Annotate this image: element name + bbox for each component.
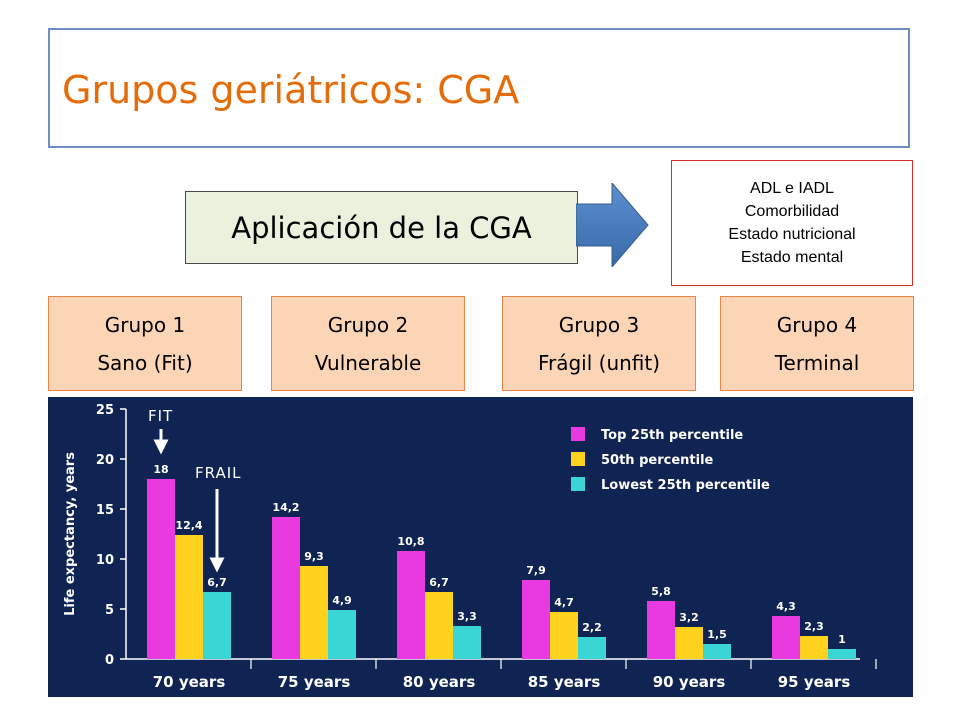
y-axis-title: Life expectancy, years — [63, 452, 78, 616]
x-category-label: 90 years — [653, 673, 726, 691]
legend-swatch — [571, 427, 585, 441]
bar — [175, 535, 203, 659]
bar-value-label: 14,2 — [272, 501, 299, 514]
bar — [828, 649, 856, 659]
bar-value-label: 4,9 — [332, 594, 352, 607]
bar-value-label: 6,7 — [207, 576, 227, 589]
assessment-items-box: ADL e IADL Comorbilidad Estado nutricion… — [671, 160, 913, 286]
bar — [772, 616, 800, 659]
bar — [425, 592, 453, 659]
group-2-box: Grupo 2 Vulnerable — [271, 296, 465, 391]
bar-value-label: 18 — [153, 463, 168, 476]
bar-value-label: 3,3 — [457, 610, 477, 623]
bar — [703, 644, 731, 659]
bar — [300, 566, 328, 659]
bar — [800, 636, 828, 659]
group-name: Grupo 4 — [776, 312, 858, 337]
bar-value-label: 10,8 — [397, 535, 424, 548]
group-3-box: Grupo 3 Frágil (unfit) — [502, 296, 696, 391]
group-desc: Frágil (unfit) — [537, 350, 661, 375]
group-desc: Terminal — [774, 350, 860, 375]
group-desc: Sano (Fit) — [97, 350, 193, 375]
bar — [550, 612, 578, 659]
y-tick-label: 5 — [105, 603, 114, 618]
bar-value-label: 2,3 — [804, 620, 824, 633]
bar-value-label: 9,3 — [304, 550, 324, 563]
bar — [522, 580, 550, 659]
bar-value-label: 3,2 — [679, 611, 699, 624]
group-name: Grupo 1 — [104, 312, 186, 337]
slide-title: Grupos geriátricos: CGA — [62, 68, 520, 112]
group-name: Grupo 3 — [558, 312, 640, 337]
bar-value-label: 12,4 — [175, 519, 202, 532]
bar-value-label: 1,5 — [707, 628, 727, 641]
x-category-label: 70 years — [153, 673, 226, 691]
bar-value-label: 4,7 — [554, 596, 574, 609]
legend-swatch — [571, 452, 585, 466]
bar — [397, 551, 425, 659]
assessment-item: Estado nutricional — [728, 226, 856, 243]
group-4-box: Grupo 4 Terminal — [720, 296, 914, 391]
bar — [453, 626, 481, 659]
annotation-frail: FRAIL — [195, 464, 241, 482]
assessment-item: Estado mental — [740, 249, 844, 266]
life-expectancy-chart-panel: 0 5 10 15 20 25 Life expectancy, years 18 12,4 6,… — [48, 397, 913, 697]
bar-value-label: 4,3 — [776, 600, 796, 613]
y-tick-label: 25 — [96, 403, 114, 418]
y-tick-label: 15 — [96, 503, 114, 518]
group-desc: Vulnerable — [314, 350, 422, 375]
bar — [147, 479, 175, 659]
y-tick-label: 0 — [105, 653, 114, 668]
x-category-label: 75 years — [278, 673, 351, 691]
bar — [328, 610, 356, 659]
title-frame: Grupos geriátricos: CGA — [48, 28, 910, 148]
legend-label: 50th percentile — [601, 453, 714, 468]
group-name: Grupo 2 — [327, 312, 409, 337]
bar-value-label: 2,2 — [582, 621, 602, 634]
y-tick-label: 10 — [96, 553, 114, 568]
legend-swatch — [571, 477, 585, 491]
bar-value-label: 6,7 — [429, 576, 449, 589]
bar — [675, 627, 703, 659]
cga-label: Aplicación de la CGA — [231, 210, 532, 245]
legend-label: Top 25th percentile — [601, 428, 743, 443]
bar-value-label: 5,8 — [651, 585, 671, 598]
bar — [647, 601, 675, 659]
legend-label: Lowest 25th percentile — [601, 478, 770, 493]
bar-value-label: 1 — [838, 633, 846, 646]
cga-application-box: Aplicación de la CGA — [185, 191, 578, 264]
bar-value-label: 7,9 — [526, 564, 546, 577]
group-1-box: Grupo 1 Sano (Fit) — [48, 296, 242, 391]
bar — [203, 592, 231, 659]
x-category-label: 95 years — [778, 673, 851, 691]
right-arrow-icon — [576, 183, 649, 267]
assessment-item: ADL e IADL — [750, 180, 834, 197]
assessment-item: Comorbilidad — [744, 203, 840, 220]
x-category-label: 80 years — [403, 673, 476, 691]
x-category-label: 85 years — [528, 673, 601, 691]
bar — [272, 517, 300, 659]
y-tick-label: 20 — [96, 453, 114, 468]
life-expectancy-chart: 0 5 10 15 20 25 Life expectancy, years 18 12,4 6,… — [63, 403, 877, 691]
bar — [578, 637, 606, 659]
annotation-fit: FIT — [148, 407, 173, 425]
